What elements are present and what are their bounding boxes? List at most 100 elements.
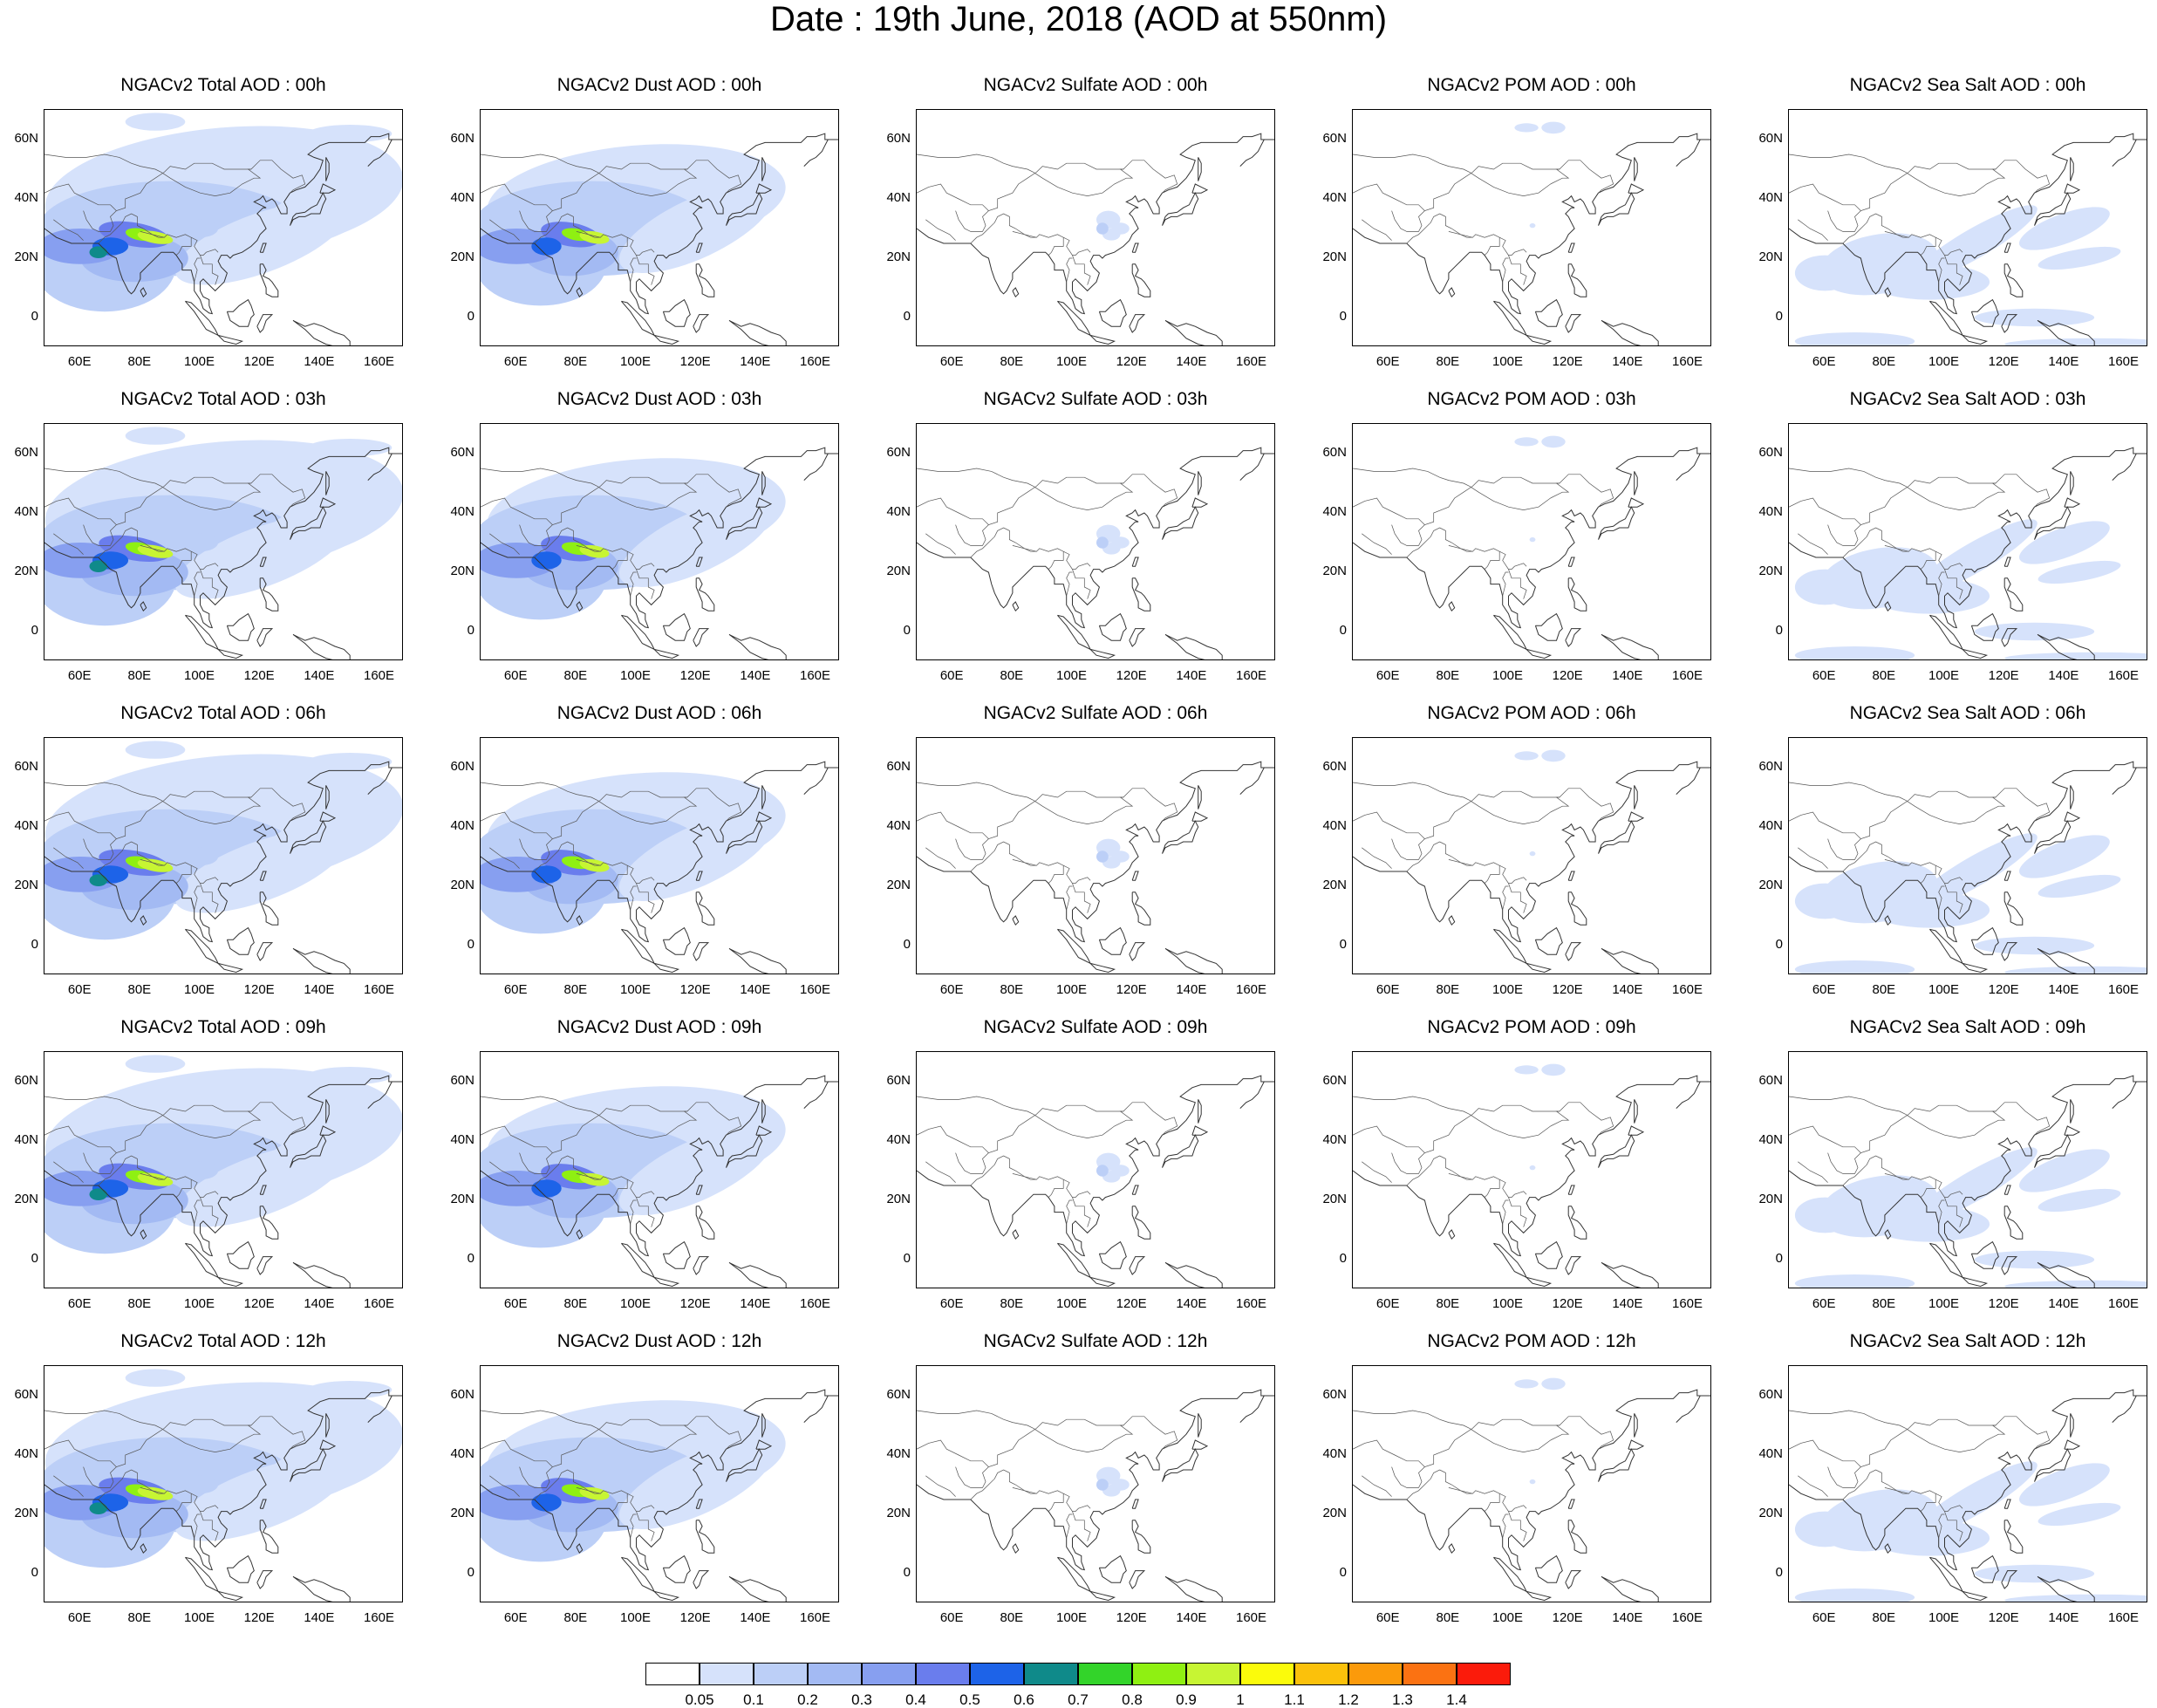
aod-map [917,447,1274,659]
aod-patch [1111,851,1130,863]
country-border [1406,213,1500,256]
aod-map [1353,749,1710,974]
lat-tick-label: 0 [903,1251,911,1266]
country-border [1827,1466,1861,1488]
figure-title: Date : 19th June, 2018 (AOD at 550nm) [769,0,1388,38]
coastline [1098,1240,1127,1269]
map-frame [1352,423,1711,660]
country-border [44,1102,306,1153]
coastline [1493,614,1528,651]
coastline [1567,1520,1587,1554]
aod-patch [1529,851,1536,857]
aod-patch [1529,1479,1536,1485]
country-border [1448,1487,1473,1494]
country-border [140,1173,165,1180]
aod-patch [152,509,176,528]
aod-map [481,447,838,659]
country-border [1502,885,1509,911]
coastline [1198,1413,1202,1438]
coastline [728,1261,787,1288]
lon-tick-label: 160E [364,982,395,997]
aod-patch [2004,1280,2147,1288]
coastline [728,947,787,974]
coastline [2112,453,2137,481]
lon-tick-label: 140E [1176,354,1207,369]
map-panel-dust: NGACv2 Dust AOD : 00h 60N 40N 20N 0 60E 80E 100… [450,75,839,369]
aod-patch [1974,936,2095,955]
lon-tick-label: 120E [1988,1296,2019,1311]
coastline [761,785,766,810]
colorbar-swatch [862,1663,916,1685]
country-border [925,1475,956,1497]
coastline [1191,183,1209,194]
country-border [1508,883,1527,913]
lat-tick-label: 40N [1322,1446,1347,1461]
coastline [1598,1134,1635,1168]
coastline [185,928,220,965]
coastline [1057,300,1092,337]
coastline [1493,928,1528,965]
coastline [2003,577,2024,611]
country-border [955,524,989,546]
lat-tick-label: 60N [1758,445,1783,460]
lon-tick-label: 160E [1672,1610,1703,1625]
coastline [1089,334,1116,345]
country-border [1502,1513,1509,1539]
aod-patch [1912,1461,2038,1538]
aod-patch [1794,883,1855,919]
country-border [1406,527,1500,570]
country-border [576,1487,601,1494]
coastline [695,263,715,297]
coastline [1198,1099,1202,1124]
lat-tick-label: 60N [450,1387,474,1402]
coastline [1929,614,1964,651]
country-border [636,1197,655,1227]
country-border [1353,1416,1614,1467]
lat-tick-label: 20N [886,1192,911,1206]
coastline [1962,1276,1989,1288]
map-panel-pom: NGACv2 POM AOD : 00h 60N 40N 20N 0 60E 80E 100E… [1322,75,1711,369]
coastline [621,928,656,965]
coastline [1448,1229,1456,1240]
aod-patch [137,230,174,244]
coastline [319,1125,337,1136]
coastline [44,1389,402,1571]
country-border [1033,1110,1134,1138]
lat-tick-label: 0 [31,623,38,638]
coastline [256,1570,274,1589]
country-border [1362,533,1392,555]
country-border [489,1161,520,1183]
country-border [1469,482,1570,510]
country-border [627,864,655,884]
map-frame [1352,109,1711,346]
coastline [2003,1185,2011,1195]
coastline [140,287,147,298]
lon-tick-label: 120E [1552,668,1583,683]
lon-tick-label: 120E [679,354,711,369]
coastline [695,871,703,881]
aod-patch [1514,437,1539,447]
coastline [1526,1590,1553,1602]
coastline [2064,1125,2081,1136]
lat-tick-label: 0 [467,937,474,952]
lat-tick-label: 40N [886,504,911,519]
aod-patch [1974,1250,2095,1269]
colorbar-label: 0.7 [1068,1691,1089,1708]
panel-title: NGACv2 Sea Salt AOD : 03h [1849,389,2086,409]
coastline [319,183,337,194]
coastline [1191,811,1209,822]
aod-patch [1541,435,1566,448]
lat-tick-label: 60N [1322,131,1347,146]
coastline [1634,785,1638,810]
lon-tick-label: 160E [2108,1296,2140,1311]
map-panel-pom: NGACv2 POM AOD : 06h 60N 40N 20N 0 60E 80E 100E… [1322,703,1711,997]
country-border [1938,257,1945,283]
country-border [1362,219,1392,241]
aod-patch [1912,205,2038,282]
coastline [761,1099,766,1124]
coastline [1353,133,1710,315]
map-frame [1352,1051,1711,1288]
country-border [1502,257,1509,283]
aod-map [1353,121,1710,345]
coastline [290,192,327,226]
